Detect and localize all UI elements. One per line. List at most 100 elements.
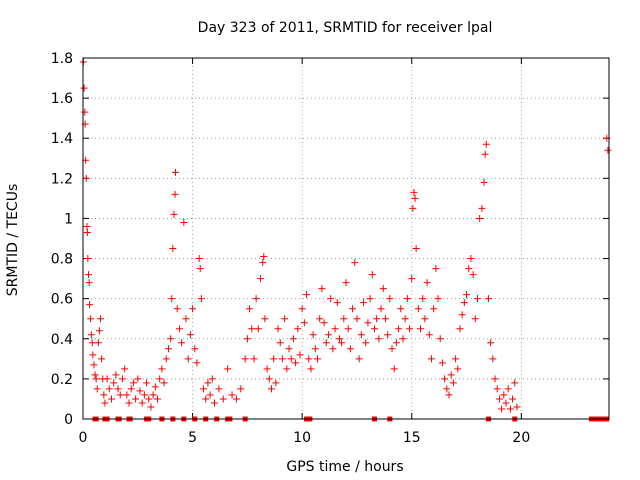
data-point bbox=[318, 285, 326, 293]
y-tick-label: 1.2 bbox=[51, 171, 73, 187]
x-tick-label: 15 bbox=[403, 430, 421, 446]
data-point bbox=[147, 403, 155, 411]
data-point bbox=[333, 299, 341, 307]
data-point bbox=[329, 345, 337, 353]
data-point bbox=[186, 331, 194, 339]
data-point bbox=[167, 335, 175, 343]
x-tick-label: 5 bbox=[188, 430, 197, 446]
data-point bbox=[112, 371, 120, 379]
data-point bbox=[344, 325, 352, 333]
data-point bbox=[395, 325, 403, 333]
data-point bbox=[125, 399, 133, 407]
data-point bbox=[390, 365, 398, 373]
data-point bbox=[151, 383, 159, 391]
data-point bbox=[88, 339, 96, 347]
data-point bbox=[171, 190, 179, 198]
data-point bbox=[86, 301, 94, 309]
data-point bbox=[281, 315, 289, 323]
data-point bbox=[127, 385, 135, 393]
data-point bbox=[425, 331, 433, 339]
data-point bbox=[101, 399, 109, 407]
data-point bbox=[289, 335, 297, 343]
data-point bbox=[246, 305, 254, 313]
data-point bbox=[399, 335, 407, 343]
data-point bbox=[84, 255, 92, 263]
data-point bbox=[386, 295, 394, 303]
data-point bbox=[204, 379, 212, 387]
data-point bbox=[460, 299, 468, 307]
data-point bbox=[311, 345, 319, 353]
data-point bbox=[362, 339, 370, 347]
data-point bbox=[93, 385, 101, 393]
data-point bbox=[114, 385, 122, 393]
data-point bbox=[134, 375, 142, 383]
data-point bbox=[504, 385, 512, 393]
data-point bbox=[175, 325, 183, 333]
data-point bbox=[305, 355, 313, 363]
data-point bbox=[184, 355, 192, 363]
data-point bbox=[140, 391, 148, 399]
data-point bbox=[381, 315, 389, 323]
data-point bbox=[465, 265, 473, 273]
y-tick-label: 0.4 bbox=[51, 332, 73, 348]
data-point bbox=[316, 315, 324, 323]
data-point bbox=[200, 385, 208, 393]
data-point bbox=[469, 271, 477, 279]
data-point bbox=[327, 295, 335, 303]
data-point bbox=[349, 305, 357, 313]
data-point bbox=[232, 395, 240, 403]
data-point bbox=[449, 379, 457, 387]
data-point bbox=[338, 339, 346, 347]
data-point bbox=[481, 150, 489, 158]
data-point bbox=[97, 315, 105, 323]
data-point bbox=[401, 315, 409, 323]
data-point bbox=[83, 228, 91, 236]
data-point bbox=[340, 315, 348, 323]
data-point bbox=[196, 265, 204, 273]
data-point bbox=[261, 315, 269, 323]
data-point bbox=[219, 395, 227, 403]
data-point bbox=[351, 259, 359, 267]
data-point bbox=[454, 365, 462, 373]
data-point bbox=[307, 365, 315, 373]
data-point bbox=[182, 315, 190, 323]
data-point bbox=[456, 325, 464, 333]
data-point bbox=[158, 365, 166, 373]
data-point bbox=[353, 315, 361, 323]
data-point bbox=[322, 339, 330, 347]
data-point bbox=[377, 305, 385, 313]
data-point bbox=[202, 395, 210, 403]
data-point bbox=[427, 355, 435, 363]
data-point bbox=[513, 403, 521, 411]
data-point bbox=[171, 168, 179, 176]
data-point bbox=[237, 385, 245, 393]
x-axis-label: GPS time / hours bbox=[286, 459, 403, 475]
data-point bbox=[118, 375, 126, 383]
chart-title: Day 323 of 2011, SRMTID for receiver lpa… bbox=[198, 20, 493, 36]
data-point bbox=[423, 279, 431, 287]
data-point bbox=[366, 295, 374, 303]
data-point bbox=[243, 335, 251, 343]
data-point bbox=[292, 359, 300, 367]
data-point bbox=[138, 399, 146, 407]
data-point bbox=[467, 255, 475, 263]
data-point bbox=[276, 339, 284, 347]
x-tick-label: 0 bbox=[79, 430, 88, 446]
data-point bbox=[443, 385, 451, 393]
data-point bbox=[491, 375, 499, 383]
data-point bbox=[298, 305, 306, 313]
data-point bbox=[506, 405, 514, 413]
data-point bbox=[257, 275, 265, 283]
data-point bbox=[432, 265, 440, 273]
data-point bbox=[191, 345, 199, 353]
data-point bbox=[82, 174, 90, 182]
data-point bbox=[370, 325, 378, 333]
data-point bbox=[110, 379, 118, 387]
data-point bbox=[303, 291, 311, 299]
y-axis-label: SRMTID / TECUs bbox=[5, 184, 21, 297]
data-point bbox=[241, 355, 249, 363]
data-point bbox=[164, 345, 172, 353]
data-point bbox=[129, 379, 137, 387]
data-point bbox=[228, 391, 236, 399]
data-point bbox=[509, 395, 517, 403]
